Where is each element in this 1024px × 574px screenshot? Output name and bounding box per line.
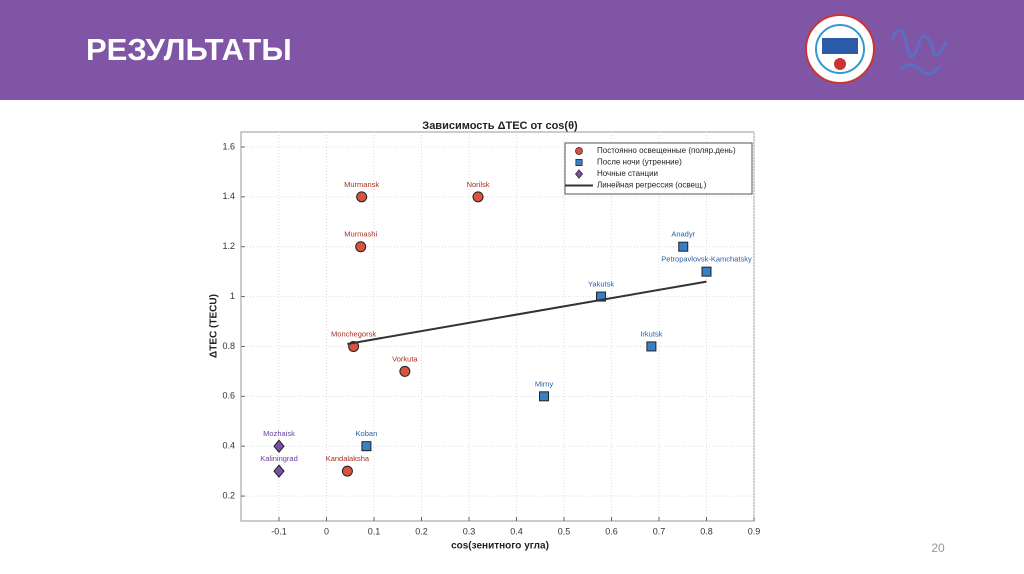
x-tick-label: 0.9 [748, 526, 761, 536]
point [678, 241, 689, 252]
point [273, 439, 285, 453]
legend-label: Ночные станции [597, 169, 658, 178]
y-tick-label: 0.6 [222, 391, 235, 401]
legend-marker [575, 169, 583, 179]
y-tick-label: 1.4 [222, 191, 235, 201]
point-label: Norilsk [467, 180, 490, 189]
point [596, 291, 607, 302]
chart-title: Зависимость ΔTEC от cos(θ) [422, 120, 578, 132]
point-label: Mirny [535, 379, 554, 388]
logo [805, 14, 875, 84]
legend-box [564, 142, 753, 195]
legend-label: Постоянно освещенные (поляр.день) [597, 146, 736, 155]
point [355, 241, 367, 253]
point [701, 266, 712, 277]
x-axis-label: cos(зенитного угла) [451, 541, 549, 552]
point [472, 191, 484, 203]
point-label: Irkutsk [640, 329, 662, 338]
legend-label: После ночи (утренние) [597, 158, 682, 167]
x-tick-label: 0.6 [605, 526, 618, 536]
x-tick-label: 0.7 [653, 526, 666, 536]
point [399, 365, 411, 377]
point-label: Kandalaksha [326, 454, 370, 463]
legend-label: Линейная регрессия (освещ.) [597, 181, 707, 190]
x-tick-label: 0.8 [700, 526, 713, 536]
regression-line [347, 280, 707, 345]
point-label: Petropavlovsk-Kamchatsky [661, 255, 752, 264]
point-label: Anadyr [671, 230, 695, 239]
x-tick-label: 0 [324, 526, 329, 536]
point-label: Vorkuta [392, 354, 418, 363]
point-label: Murmashi [344, 230, 377, 239]
y-tick-label: 0.2 [222, 490, 235, 500]
point-label: Murmansk [344, 180, 379, 189]
point [356, 191, 368, 203]
legend-marker [575, 147, 583, 155]
point [646, 341, 657, 352]
point-label: Yakutsk [588, 280, 614, 289]
point [361, 441, 372, 452]
x-tick-label: 0.1 [368, 526, 381, 536]
point-label: Mozhaisk [263, 429, 295, 438]
x-tick-label: 0.3 [463, 526, 476, 536]
x-tick-label: 0.4 [510, 526, 523, 536]
point-label: Kaliningrad [260, 454, 298, 463]
y-axis-label: ΔTEC (TECU) [209, 294, 220, 358]
y-tick-label: 0.8 [222, 341, 235, 351]
point-label: Koban [356, 429, 378, 438]
point [341, 465, 353, 477]
legend-marker [575, 158, 583, 166]
y-tick-label: 1.6 [222, 141, 235, 151]
point [273, 464, 285, 478]
logo-script [890, 28, 948, 76]
page-number: 20 [931, 541, 945, 555]
slide-title: РЕЗУЛЬТАТЫ [86, 32, 292, 67]
y-tick-label: 0.4 [222, 441, 235, 451]
y-tick-label: 1 [230, 291, 235, 301]
x-tick-label: 0.2 [415, 526, 428, 536]
x-tick-label: 0.5 [558, 526, 571, 536]
y-tick-label: 1.2 [222, 241, 235, 251]
x-tick-label: -0.1 [271, 526, 287, 536]
point-label: Monchegorsk [331, 329, 376, 338]
point [539, 391, 550, 402]
